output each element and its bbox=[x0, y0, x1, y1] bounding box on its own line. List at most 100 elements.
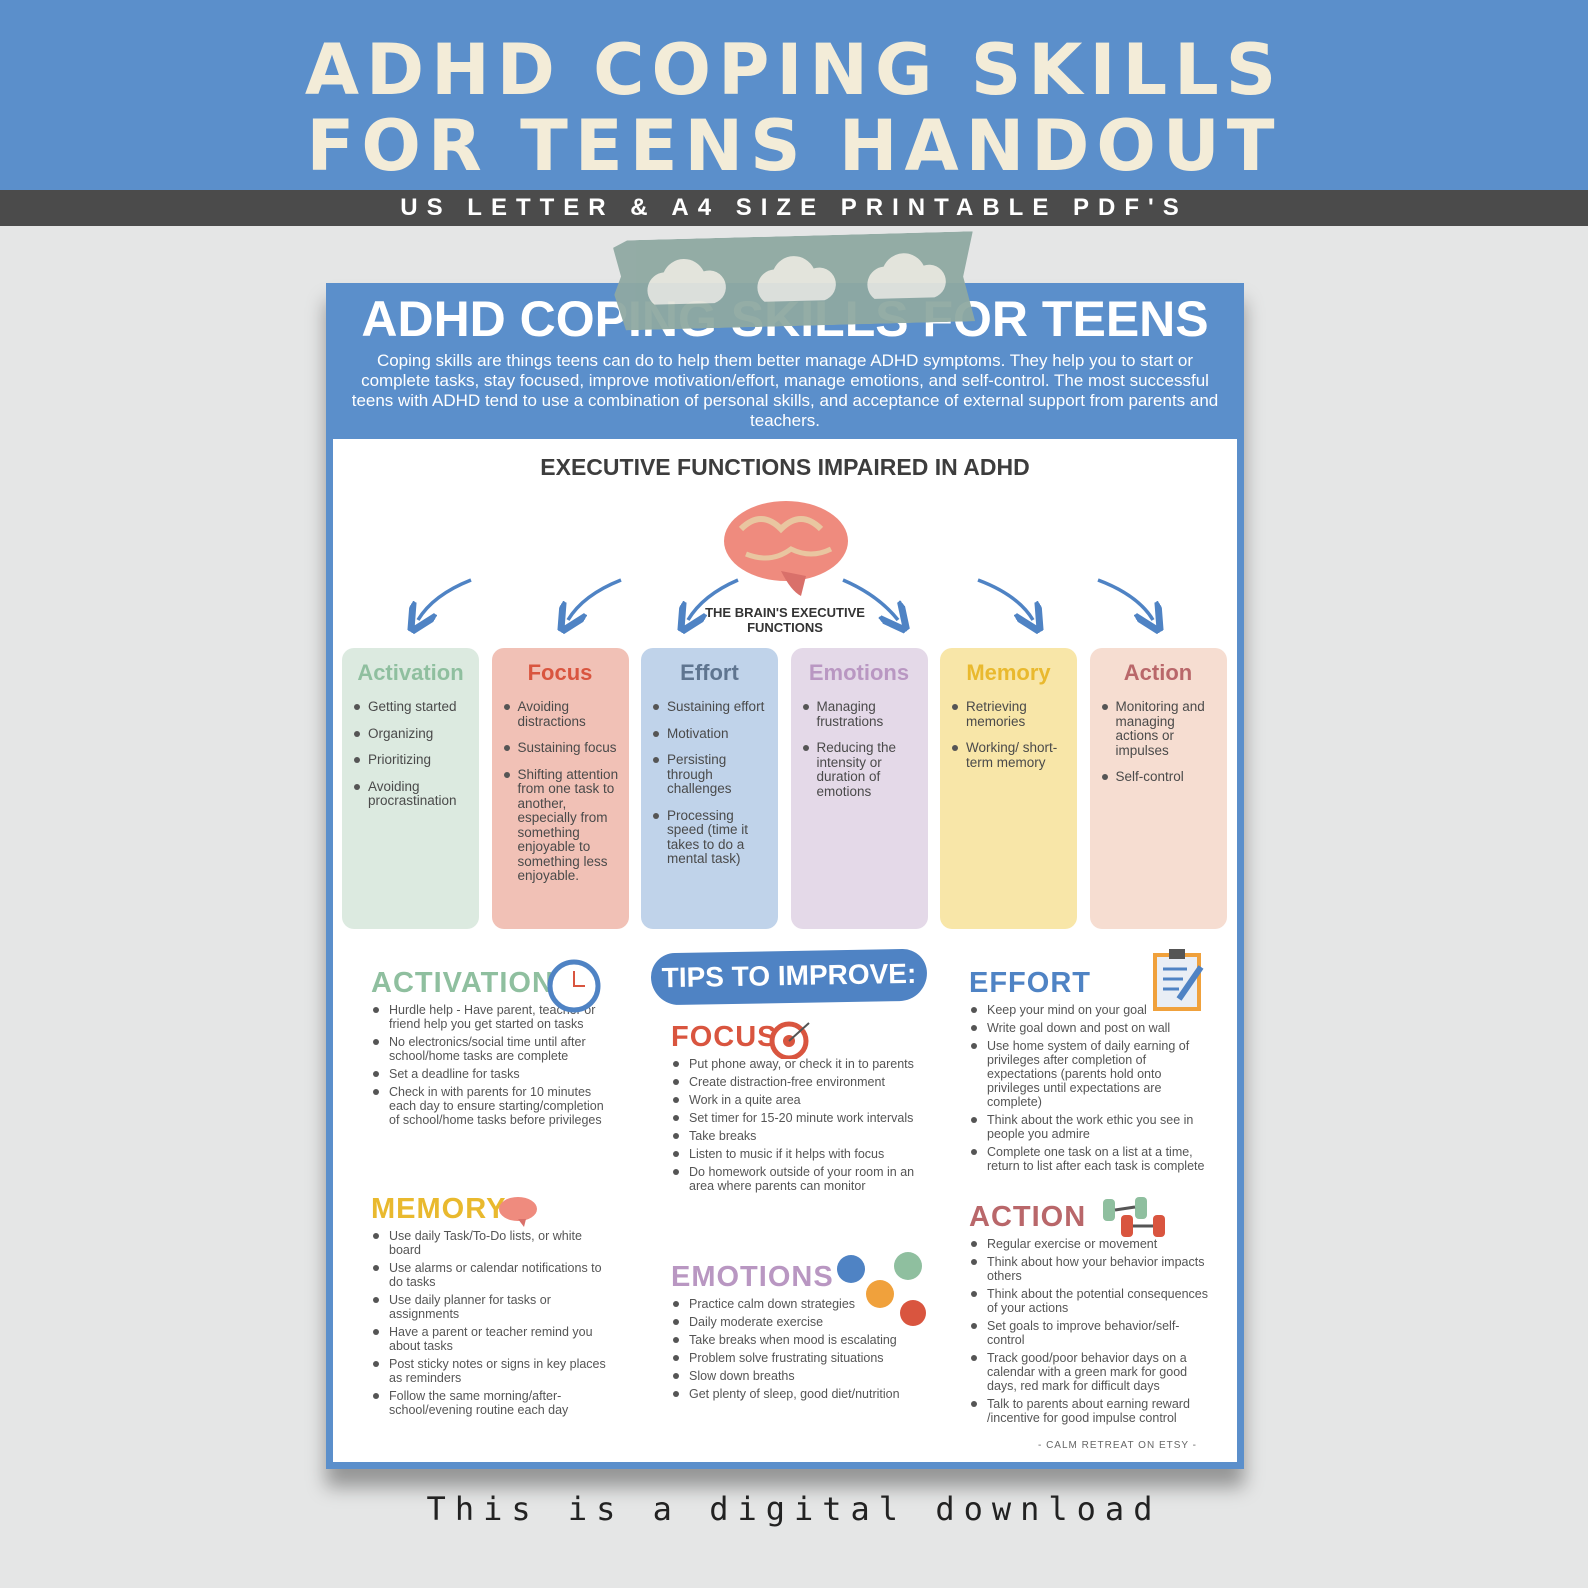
tip-item: Think about how your behavior impacts ot… bbox=[969, 1255, 1214, 1283]
dumbbell-icon bbox=[1103, 1197, 1165, 1237]
cloud-icons bbox=[613, 231, 975, 330]
footer-text: This is a digital download bbox=[426, 1490, 1162, 1528]
tips-memory: MEMORY Use daily Task/To-Do lists, or wh… bbox=[371, 1193, 611, 1421]
section-title: EXECUTIVE FUNCTIONS IMPAIRED IN ADHD bbox=[540, 454, 1030, 480]
card-action: Action Monitoring and managing actions or… bbox=[1089, 648, 1227, 929]
tip-item: Use daily Task/To-Do lists, or white boa… bbox=[371, 1229, 611, 1257]
card-title: Emotions bbox=[808, 660, 910, 685]
emoji-faces-icon bbox=[837, 1252, 926, 1326]
tip-item: Create distraction-free environment bbox=[671, 1075, 921, 1089]
credit: - CALM RETREAT ON ETSY - bbox=[1037, 1440, 1197, 1451]
tip-item: Listen to music if it helps with focus bbox=[671, 1147, 921, 1161]
card-item: Shifting attention from one task to anot… bbox=[500, 767, 621, 884]
clock-icon bbox=[547, 959, 601, 1013]
card-title: Effort bbox=[680, 660, 739, 685]
tips-title: FOCUS bbox=[671, 1021, 778, 1053]
tip-item: Post sticky notes or signs in key places… bbox=[371, 1357, 611, 1385]
card-emotions: Emotions Managing frustrations Reducing th… bbox=[790, 648, 928, 929]
tip-item: Use home system of daily earning of priv… bbox=[969, 1039, 1214, 1109]
tip-item: Complete one task on a list at a time, r… bbox=[969, 1145, 1214, 1173]
tip-item: Set timer for 15-20 minute work interval… bbox=[671, 1111, 921, 1125]
arrow-icon bbox=[842, 578, 898, 620]
tip-item: Track good/poor behavior days on a calen… bbox=[969, 1351, 1214, 1393]
banner-title-line1: ADHD COPING SKILLS bbox=[304, 29, 1284, 111]
tips-title: EFFORT bbox=[969, 967, 1091, 999]
handout-page: ADHD COPING SKILLS FOR TEENS Coping skil… bbox=[326, 283, 1244, 1469]
tips-title: MEMORY bbox=[371, 1193, 507, 1225]
tip-item: Think about the work ethic you see in pe… bbox=[969, 1113, 1214, 1141]
card-title: Activation bbox=[357, 660, 464, 685]
card-item: Avoiding distractions bbox=[500, 699, 621, 729]
tip-item: Put phone away, or check it in to parent… bbox=[671, 1057, 921, 1071]
arrow-icon bbox=[418, 578, 472, 620]
card-focus: Focus Avoiding distractions Sustaining foc… bbox=[491, 648, 629, 929]
handout-body: EXECUTIVE FUNCTIONS IMPAIRED IN ADHD THE… bbox=[333, 439, 1237, 1462]
card-item: Avoiding procrastination bbox=[350, 779, 471, 809]
tip-item: Hurdle help - Have parent, teacher or fr… bbox=[371, 1003, 611, 1031]
card-item: Working/ short-term memory bbox=[948, 740, 1069, 770]
card-item: Motivation bbox=[649, 726, 770, 742]
card-item: Reducing the intensity or duration of em… bbox=[799, 740, 920, 799]
card-item: Processing speed (time it takes to do a … bbox=[649, 808, 770, 867]
tip-item: Keep your mind on your goal bbox=[969, 1003, 1214, 1017]
tip-item: Practice calm down strategies bbox=[671, 1297, 921, 1311]
tip-item: Regular exercise or movement bbox=[969, 1237, 1214, 1251]
card-item: Persisting through challenges bbox=[649, 752, 770, 797]
tip-item: Problem solve frustrating situations bbox=[671, 1351, 921, 1365]
tips-badge: TIPS TO IMPROVE: bbox=[650, 948, 928, 1006]
tips-focus: FOCUS Put phone away, or check it in to … bbox=[671, 1021, 921, 1197]
tip-item: Slow down breaths bbox=[671, 1369, 921, 1383]
top-banner: ADHD COPING SKILLS FOR TEENS HANDOUT bbox=[0, 0, 1588, 190]
tip-item: Check in with parents for 10 minutes eac… bbox=[371, 1085, 611, 1127]
card-activation: Activation Getting started Organizing Prior… bbox=[342, 648, 479, 929]
banner-title-line2: FOR TEENS HANDOUT bbox=[306, 105, 1282, 187]
tip-item: Get plenty of sleep, good diet/nutrition bbox=[671, 1387, 921, 1401]
tip-item: Follow the same morning/after-school/eve… bbox=[371, 1389, 611, 1417]
card-item: Sustaining focus bbox=[500, 740, 621, 756]
tip-item: Use daily planner for tasks or assignmen… bbox=[371, 1293, 611, 1321]
card-title: Action bbox=[1123, 660, 1193, 685]
arrows bbox=[333, 578, 1237, 635]
tip-item: Talk to parents about earning reward /in… bbox=[969, 1397, 1214, 1425]
tips-title: ACTIVATION bbox=[371, 967, 554, 999]
tip-item: Do homework outside of your room in an a… bbox=[671, 1165, 921, 1193]
card-title: Focus bbox=[527, 660, 593, 685]
card-item: Organizing bbox=[350, 726, 471, 742]
card-memory: Memory Retrieving memories Working/ short-… bbox=[940, 648, 1077, 929]
card-item: Retrieving memories bbox=[948, 699, 1069, 729]
tips-title: ACTION bbox=[969, 1201, 1087, 1233]
tips-effort: EFFORT Keep your mind on your goal Write … bbox=[969, 967, 1214, 1177]
tip-item: Have a parent or teacher remind you abou… bbox=[371, 1325, 611, 1353]
card-item: Monitoring and managing actions or impul… bbox=[1098, 699, 1219, 758]
tip-item: Daily moderate exercise bbox=[671, 1315, 921, 1329]
tip-item: No electronics/social time until after s… bbox=[371, 1035, 611, 1063]
card-item: Managing frustrations bbox=[799, 699, 920, 729]
tip-item: Work in a quite area bbox=[671, 1093, 921, 1107]
arrow-icon bbox=[977, 578, 1033, 620]
card-effort: Effort Sustaining effort Motivation Persist… bbox=[641, 648, 778, 929]
washi-tape bbox=[613, 231, 975, 330]
brain-label: THE BRAIN'S EXECUTIVE FUNCTIONS bbox=[705, 605, 865, 635]
tip-item: Set goals to improve behavior/self-contr… bbox=[969, 1319, 1214, 1347]
arrow-icon bbox=[1097, 578, 1153, 620]
card-item: Prioritizing bbox=[350, 752, 471, 768]
tip-item: Take breaks when mood is escalating bbox=[671, 1333, 921, 1347]
tips-emotions: EMOTIONS Practice calm down strategies Da… bbox=[671, 1261, 921, 1405]
handout-description: Coping skills are things teens can do to… bbox=[351, 351, 1219, 430]
tips-action: ACTION Regular exercise or movement Think… bbox=[969, 1201, 1214, 1429]
brain-icon bbox=[499, 1197, 537, 1227]
card-item: Getting started bbox=[350, 699, 471, 715]
tip-item: Set a deadline for tasks bbox=[371, 1067, 611, 1081]
target-icon bbox=[769, 1021, 810, 1059]
tip-item: Take breaks bbox=[671, 1129, 921, 1143]
tip-item: Use alarms or calendar notifications to … bbox=[371, 1261, 611, 1289]
card-item: Self-control bbox=[1098, 769, 1219, 785]
tip-item: Write goal down and post on wall bbox=[969, 1021, 1214, 1035]
tips-title: EMOTIONS bbox=[671, 1261, 834, 1293]
card-title: Memory bbox=[966, 660, 1051, 685]
clipboard-icon bbox=[1153, 949, 1204, 1011]
banner-subtitle: US LETTER & A4 SIZE PRINTABLE PDF'S bbox=[0, 190, 1588, 226]
tip-item: Think about the potential consequences o… bbox=[969, 1287, 1214, 1315]
arrow-icon bbox=[568, 578, 622, 620]
card-item: Sustaining effort bbox=[649, 699, 770, 715]
